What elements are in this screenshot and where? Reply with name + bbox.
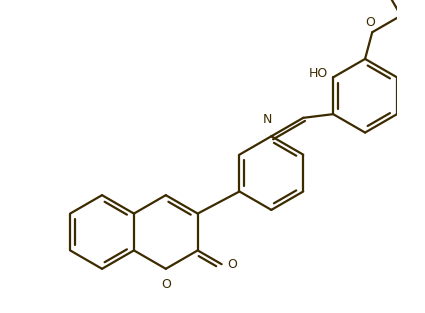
Text: O: O: [161, 278, 171, 291]
Text: O: O: [366, 16, 375, 28]
Text: N: N: [263, 113, 272, 126]
Text: HO: HO: [309, 67, 328, 80]
Text: O: O: [227, 258, 237, 271]
